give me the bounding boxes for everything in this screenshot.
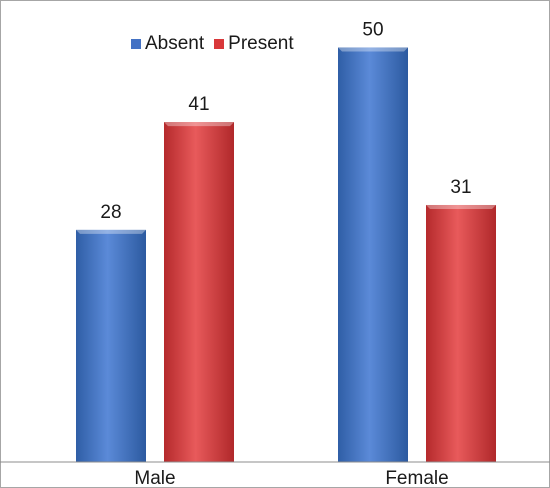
bar-male-present <box>164 122 234 462</box>
legend-label-present: Present <box>228 33 294 54</box>
legend-item-absent: Absent <box>131 33 204 55</box>
bars-group <box>76 47 496 463</box>
bar-bevel-male-absent <box>76 229 146 234</box>
data-label-female-present: 31 <box>450 177 471 198</box>
x-tick-label-male: Male <box>134 468 175 488</box>
bar-male-absent <box>76 229 146 462</box>
x-tick-labels-group: Male Female <box>134 468 448 488</box>
legend: Absent Present <box>131 33 304 55</box>
data-label-female-absent: 50 <box>362 19 383 40</box>
legend-item-present: Present <box>214 33 294 55</box>
bar-female-absent <box>338 47 408 463</box>
bar-bevel-female-absent <box>338 47 408 52</box>
data-label-male-present: 41 <box>188 94 209 115</box>
data-labels-group: 28 41 50 31 <box>100 19 471 222</box>
x-tick-label-female: Female <box>385 468 448 488</box>
legend-label-absent: Absent <box>145 33 205 54</box>
legend-swatch-absent <box>131 39 141 49</box>
bar-bevel-male-present <box>164 122 234 127</box>
legend-swatch-present <box>214 39 225 49</box>
data-label-male-absent: 28 <box>100 202 121 223</box>
bar-bevel-female-present <box>426 204 496 209</box>
bar-female-present <box>426 204 496 462</box>
